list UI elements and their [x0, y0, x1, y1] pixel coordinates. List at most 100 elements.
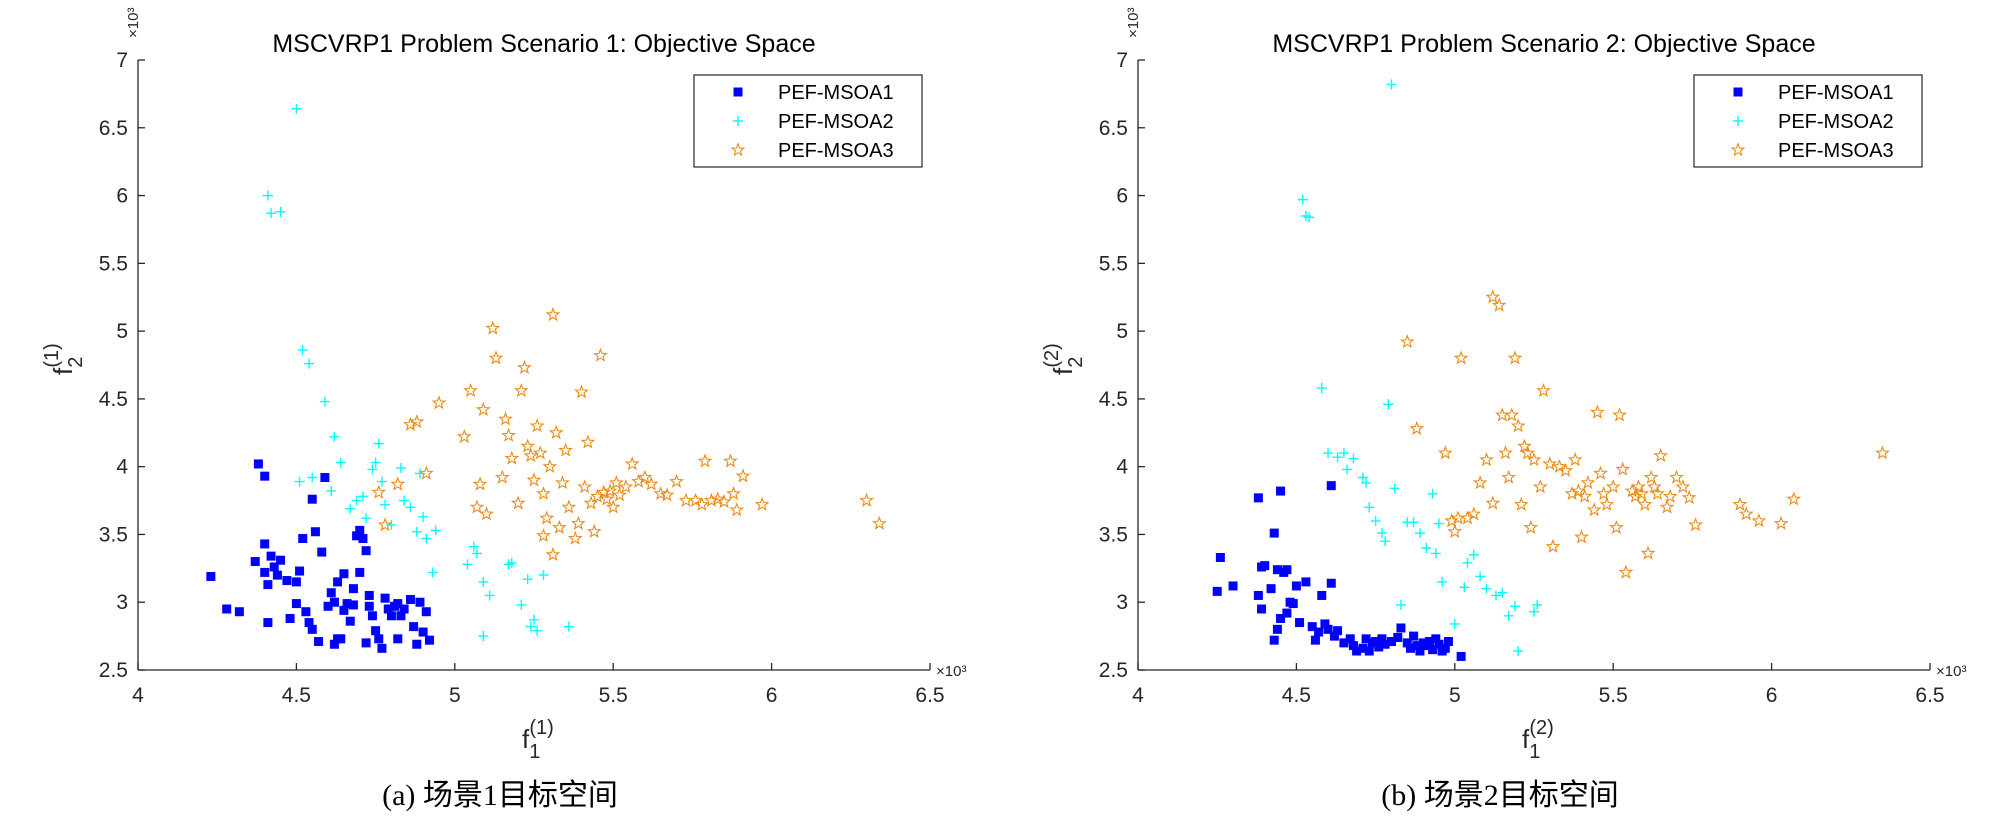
y-axis-label: f2(1)	[41, 343, 87, 375]
data-point	[494, 469, 510, 484]
data-point	[558, 442, 574, 457]
data-point	[262, 190, 273, 201]
legend: PEF-MSOA1 PEF-MSOA2 PEF-MSOA3	[1693, 74, 1923, 168]
data-point	[1485, 289, 1501, 304]
data-point	[333, 577, 343, 587]
data-point	[307, 494, 317, 504]
data-point	[339, 569, 349, 579]
data-point	[297, 345, 308, 356]
data-point	[1431, 634, 1441, 644]
data-point	[1586, 502, 1602, 517]
data-point	[478, 576, 489, 587]
data-point	[1509, 601, 1520, 612]
data-point	[358, 534, 368, 544]
legend-marker	[733, 116, 743, 126]
data-point	[1526, 452, 1542, 467]
data-point	[1409, 420, 1425, 435]
data-point	[1567, 452, 1583, 467]
chart-panel-scenario-1: MSCVRP1 Problem Scenario 1: Objective Sp…	[41, 8, 966, 812]
data-point	[551, 519, 567, 534]
data-point	[376, 476, 387, 487]
data-point	[484, 590, 495, 601]
data-point	[1504, 407, 1520, 422]
data-point	[1485, 495, 1501, 510]
y-tick-label: 6	[116, 185, 128, 208]
data-point	[361, 513, 372, 524]
data-point	[1688, 517, 1704, 532]
data-point	[409, 622, 419, 632]
data-point	[260, 539, 270, 549]
data-point	[1466, 506, 1482, 521]
data-point	[1291, 581, 1301, 591]
data-point	[272, 570, 282, 580]
data-point	[1460, 510, 1475, 525]
data-point	[1333, 626, 1343, 636]
data-point	[536, 527, 551, 543]
data-point	[1295, 618, 1305, 628]
series-pef-msoa1	[206, 459, 434, 653]
data-point	[361, 546, 371, 556]
data-point	[456, 428, 472, 444]
data-point	[307, 472, 318, 483]
data-point	[1449, 618, 1460, 629]
data-point	[295, 566, 305, 576]
data-point	[723, 453, 738, 468]
data-point	[1433, 518, 1444, 529]
data-point	[542, 458, 558, 473]
data-point	[688, 492, 704, 507]
data-point	[418, 627, 428, 637]
data-point	[263, 618, 273, 628]
x-tick-label: 5.5	[599, 684, 628, 707]
x-tick-label: 4	[1132, 684, 1144, 707]
data-point	[1558, 462, 1574, 477]
y-tick-label: 6.5	[1099, 117, 1128, 140]
x-tick-label: 4.5	[1282, 684, 1311, 707]
data-point	[1574, 529, 1589, 544]
data-point	[529, 418, 545, 433]
data-point	[859, 492, 874, 507]
data-point	[1593, 465, 1608, 480]
y-tick-label: 6	[1116, 185, 1128, 208]
y-tick-label: 7	[1116, 49, 1128, 72]
data-point	[1490, 590, 1501, 601]
data-point	[1453, 350, 1469, 365]
data-point	[1551, 458, 1567, 473]
data-point	[1361, 477, 1372, 488]
data-point	[1357, 472, 1368, 483]
y-tick-label: 4.5	[1099, 388, 1128, 411]
data-point	[370, 457, 381, 468]
data-point	[374, 634, 384, 644]
data-point	[1437, 445, 1453, 460]
data-point	[1662, 488, 1678, 503]
data-point	[1659, 499, 1675, 514]
data-point	[517, 359, 532, 374]
data-point	[704, 492, 719, 507]
data-point	[1380, 536, 1391, 547]
data-point	[1501, 469, 1517, 484]
legend: PEF-MSOA1 PEF-MSOA2 PEF-MSOA3	[693, 74, 923, 168]
data-point	[1640, 545, 1656, 560]
data-point	[1345, 634, 1355, 644]
data-point	[1580, 475, 1596, 490]
data-point	[529, 614, 539, 625]
data-point	[561, 499, 577, 514]
data-point	[1317, 590, 1327, 600]
data-point	[1498, 445, 1513, 460]
data-point	[1647, 479, 1662, 494]
data-point	[1590, 404, 1605, 419]
data-point	[596, 484, 612, 499]
y-tick-label: 3.5	[99, 523, 128, 546]
data-point	[1517, 438, 1532, 453]
data-point	[1481, 583, 1492, 594]
data-point	[282, 576, 292, 586]
data-point	[1374, 642, 1384, 652]
data-point	[1545, 538, 1561, 553]
data-point	[276, 555, 286, 565]
data-point	[580, 434, 596, 449]
data-point	[1412, 641, 1422, 651]
data-point	[1364, 502, 1375, 513]
data-point	[1371, 637, 1381, 647]
data-point	[643, 476, 659, 491]
data-point	[367, 611, 377, 621]
data-point	[697, 453, 713, 468]
